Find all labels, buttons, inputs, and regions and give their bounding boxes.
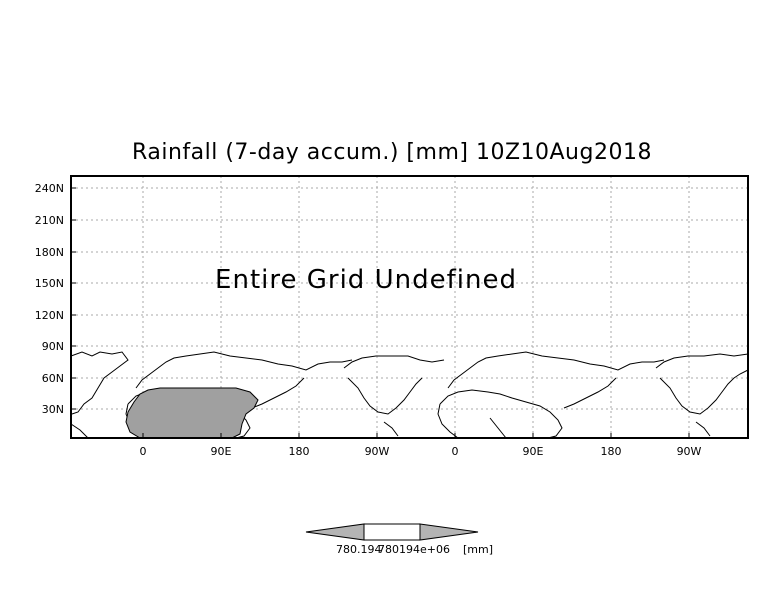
x-tick-label: 180 (601, 445, 622, 458)
x-tick-label: 90E (211, 445, 232, 458)
y-tick-label: 240N (35, 182, 64, 195)
grid-lines (71, 176, 748, 438)
colorbar-right-arrow (419, 523, 479, 541)
y-tick-label: 180N (35, 246, 64, 259)
colorbar-label-left: 780.194 (336, 543, 382, 556)
y-axis (71, 187, 76, 410)
y-tick-label: 210N (35, 214, 64, 227)
x-tick-label: 180 (289, 445, 310, 458)
colorbar-center-box (363, 523, 421, 541)
x-tick-label: 90W (365, 445, 390, 458)
x-axis (142, 433, 690, 438)
colorbar-label-center: 780194e+06 (378, 543, 450, 556)
colorbar-label-units: [mm] (463, 543, 493, 556)
y-tick-label: 150N (35, 277, 64, 290)
y-tick-label: 60N (42, 372, 64, 385)
colorbar (305, 523, 479, 541)
y-tick-label: 120N (35, 309, 64, 322)
x-tick-label: 90E (523, 445, 544, 458)
colorbar-left-arrow (305, 523, 365, 541)
undefined-grid-message: Entire Grid Undefined (215, 265, 517, 295)
map-frame (70, 175, 749, 439)
shaded-rainfall-region (125, 387, 259, 439)
y-tick-label: 30N (42, 403, 64, 416)
x-tick-label: 90W (677, 445, 702, 458)
map-title: Rainfall (7-day accum.) [mm] 10Z10Aug201… (132, 140, 652, 165)
y-tick-label: 90N (42, 340, 64, 353)
x-tick-label: 0 (452, 445, 459, 458)
x-tick-label: 0 (140, 445, 147, 458)
